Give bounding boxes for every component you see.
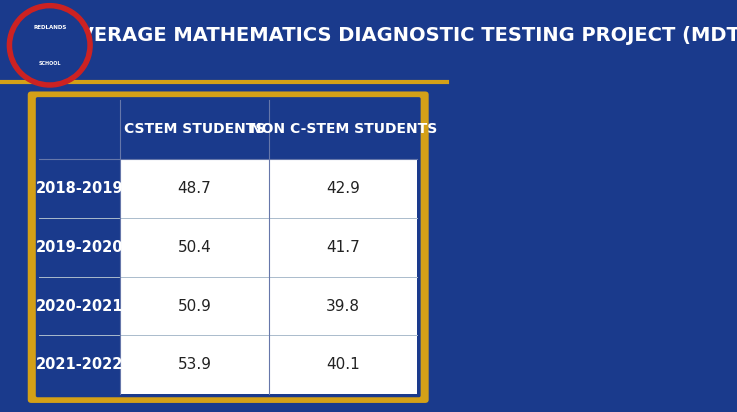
Circle shape	[7, 4, 92, 87]
Text: 50.4: 50.4	[178, 240, 212, 255]
Text: 40.1: 40.1	[326, 358, 360, 372]
Text: 2021-2022: 2021-2022	[36, 358, 123, 372]
Text: 53.9: 53.9	[178, 358, 212, 372]
Text: 48.7: 48.7	[178, 181, 212, 196]
Text: NON C-STEM STUDENTS: NON C-STEM STUDENTS	[250, 122, 437, 136]
FancyBboxPatch shape	[36, 97, 421, 397]
Text: 2020-2021: 2020-2021	[36, 299, 123, 314]
Text: SCHOOL: SCHOOL	[38, 61, 61, 66]
FancyBboxPatch shape	[120, 276, 417, 335]
Circle shape	[13, 9, 86, 82]
Text: 2019-2020: 2019-2020	[36, 240, 123, 255]
Text: 50.9: 50.9	[178, 299, 212, 314]
Text: CSTEM STUDENTS: CSTEM STUDENTS	[124, 122, 265, 136]
FancyBboxPatch shape	[28, 91, 429, 403]
Text: AVERAGE MATHEMATICS DIAGNOSTIC TESTING PROJECT (MDTP) SCORE: AVERAGE MATHEMATICS DIAGNOSTIC TESTING P…	[65, 26, 737, 44]
Text: 41.7: 41.7	[326, 240, 360, 255]
Text: REDLANDS: REDLANDS	[33, 25, 66, 30]
FancyBboxPatch shape	[120, 218, 417, 276]
FancyBboxPatch shape	[120, 159, 417, 218]
FancyBboxPatch shape	[120, 335, 417, 394]
Text: 42.9: 42.9	[326, 181, 360, 196]
Text: 2018-2019: 2018-2019	[36, 181, 123, 196]
Text: 39.8: 39.8	[326, 299, 360, 314]
